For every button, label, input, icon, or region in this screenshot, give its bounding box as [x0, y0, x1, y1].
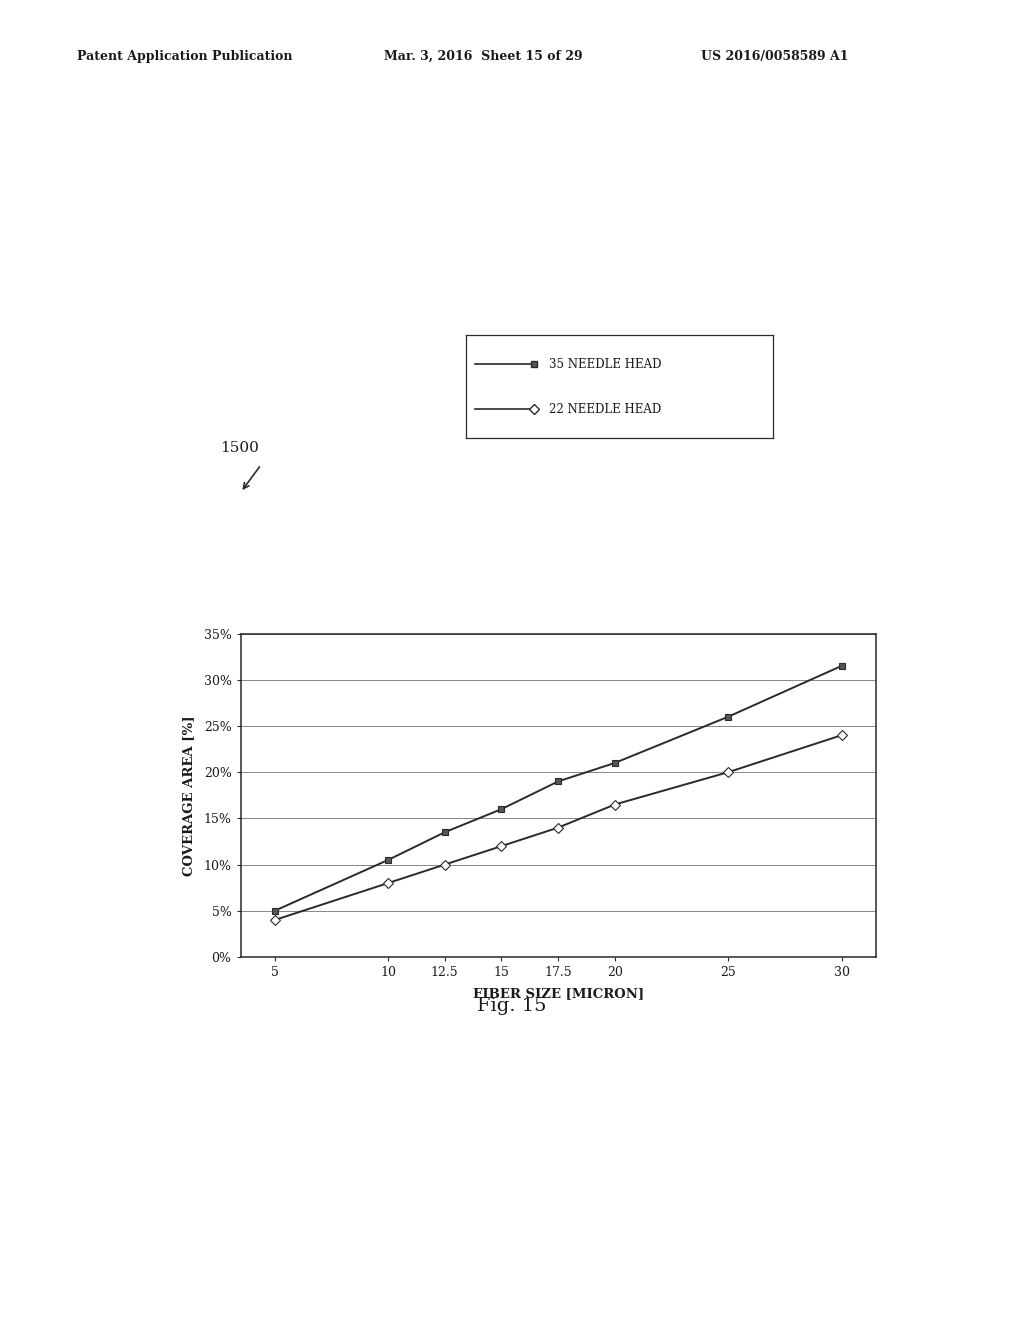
35 NEEDLE HEAD [268, 903, 281, 919]
Text: US 2016/0058589 A1: US 2016/0058589 A1 [701, 50, 849, 63]
35 NEEDLE HEAD [382, 853, 394, 869]
Text: 35 NEEDLE HEAD: 35 NEEDLE HEAD [549, 358, 662, 371]
35 NEEDLE HEAD [836, 659, 848, 675]
Line: 22 NEEDLE HEAD: 22 NEEDLE HEAD [271, 731, 845, 924]
Text: Fig. 15: Fig. 15 [477, 997, 547, 1015]
22 NEEDLE HEAD [382, 875, 394, 891]
22 NEEDLE HEAD [268, 912, 281, 928]
Line: 35 NEEDLE HEAD: 35 NEEDLE HEAD [271, 663, 845, 915]
Text: 1500: 1500 [220, 441, 259, 455]
Text: 22 NEEDLE HEAD: 22 NEEDLE HEAD [549, 403, 662, 416]
35 NEEDLE HEAD [552, 774, 564, 789]
22 NEEDLE HEAD [438, 857, 451, 873]
22 NEEDLE HEAD [552, 820, 564, 836]
22 NEEDLE HEAD [608, 796, 621, 812]
22 NEEDLE HEAD [836, 727, 848, 743]
Text: Patent Application Publication: Patent Application Publication [77, 50, 292, 63]
Text: Mar. 3, 2016  Sheet 15 of 29: Mar. 3, 2016 Sheet 15 of 29 [384, 50, 583, 63]
35 NEEDLE HEAD [438, 824, 451, 841]
35 NEEDLE HEAD [496, 801, 508, 817]
35 NEEDLE HEAD [722, 709, 734, 725]
Y-axis label: COVERAGE AREA [%]: COVERAGE AREA [%] [182, 715, 196, 875]
X-axis label: FIBER SIZE [MICRON]: FIBER SIZE [MICRON] [472, 987, 644, 1001]
22 NEEDLE HEAD [496, 838, 508, 854]
35 NEEDLE HEAD [608, 755, 621, 771]
22 NEEDLE HEAD [722, 764, 734, 780]
